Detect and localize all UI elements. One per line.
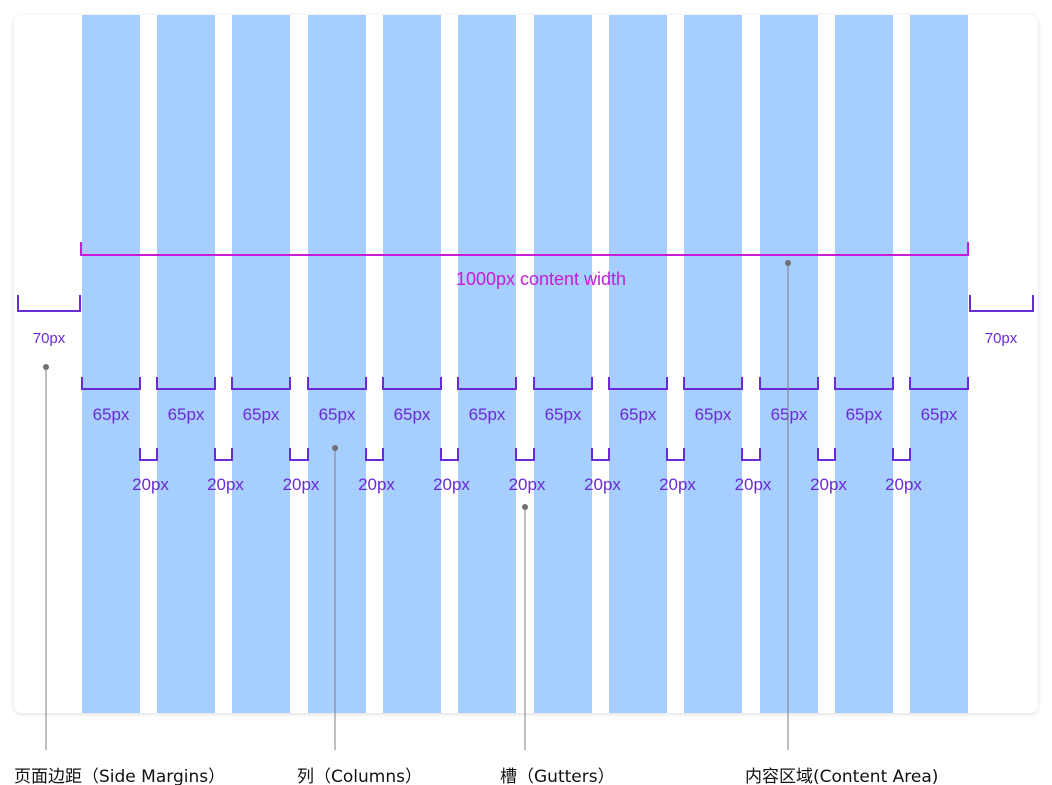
grid-column-12	[910, 15, 968, 713]
column-bracket-7	[533, 377, 593, 390]
gutter-bracket-3	[289, 448, 309, 461]
gutter-bracket-8	[666, 448, 685, 461]
column-width-label-6: 65px	[469, 405, 506, 424]
grid-column-3	[232, 15, 290, 713]
right-margin-bracket	[969, 295, 1034, 312]
column-width-label-11: 65px	[846, 405, 883, 424]
column-width-label-5: 65px	[394, 405, 431, 424]
column-bracket-9	[683, 377, 743, 390]
gutters-leader-dot	[522, 504, 528, 510]
grid-column-4	[308, 15, 366, 713]
column-bracket-8	[608, 377, 668, 390]
gutter-width-label-8: 20px	[659, 475, 696, 494]
gutter-bracket-10	[817, 448, 836, 461]
columns-leader-dot	[332, 445, 338, 451]
content-width-label: 1000px content width	[456, 269, 626, 289]
column-bracket-1	[81, 377, 141, 390]
gutter-bracket-2	[214, 448, 233, 461]
gutter-width-label-7: 20px	[584, 475, 621, 494]
side-margins-leader-dot	[43, 364, 49, 370]
grid-column-6	[458, 15, 516, 713]
column-width-label-9: 65px	[695, 405, 732, 424]
grid-column-2	[157, 15, 215, 713]
gutter-width-label-2: 20px	[207, 475, 244, 494]
caption-columns: 列（Columns）	[297, 767, 422, 785]
grid-column-11	[835, 15, 893, 713]
gutter-bracket-6	[515, 448, 535, 461]
right-margin-label: 70px	[985, 330, 1018, 347]
gutter-bracket-11	[892, 448, 911, 461]
column-width-label-12: 65px	[921, 405, 958, 424]
caption-content-area: 内容区域(Content Area)	[745, 767, 939, 785]
left-margin-bracket	[17, 295, 81, 312]
column-width-label-10: 65px	[771, 405, 808, 424]
grid-column-10	[760, 15, 818, 713]
column-bracket-4	[307, 377, 367, 390]
gutter-bracket-1	[139, 448, 158, 461]
gutter-width-label-3: 20px	[283, 475, 320, 494]
gutter-width-label-9: 20px	[735, 475, 772, 494]
column-bracket-10	[759, 377, 819, 390]
column-measures: 65px 65px 65px 65px 65px 65px 65px 65px 65px 65px…	[81, 377, 969, 424]
caption-side-margins: 页面边距（Side Margins）	[14, 767, 226, 785]
content-width-bracket	[80, 242, 969, 256]
left-margin-label: 70px	[33, 330, 66, 347]
gutter-width-label-1: 20px	[132, 475, 169, 494]
column-bracket-2	[156, 377, 216, 390]
column-width-label-1: 65px	[93, 405, 130, 424]
content-area-leader-dot	[785, 260, 791, 266]
column-bracket-3	[231, 377, 291, 390]
gutter-bracket-9	[741, 448, 761, 461]
caption-gutters: 槽（Gutters）	[500, 767, 615, 785]
column-width-label-7: 65px	[545, 405, 582, 424]
gutter-width-label-4: 20px	[358, 475, 395, 494]
grid-column-5	[383, 15, 441, 713]
column-width-label-8: 65px	[620, 405, 657, 424]
grid-column-8	[609, 15, 667, 713]
column-bracket-11	[834, 377, 894, 390]
gutter-width-label-10: 20px	[810, 475, 847, 494]
gutter-bracket-4	[365, 448, 384, 461]
gutter-measures: 20px 20px 20px 20px 20px 20px 20px 20px 20px 20px…	[132, 448, 922, 494]
column-width-label-2: 65px	[168, 405, 205, 424]
column-bracket-5	[382, 377, 442, 390]
column-bracket-12	[909, 377, 969, 390]
gutter-width-label-5: 20px	[433, 475, 470, 494]
column-width-label-4: 65px	[319, 405, 356, 424]
gutter-width-label-6: 20px	[509, 475, 546, 494]
column-width-label-3: 65px	[243, 405, 280, 424]
grid-column-1	[82, 15, 140, 713]
gutter-bracket-5	[440, 448, 459, 461]
gutter-bracket-7	[591, 448, 610, 461]
column-bracket-6	[457, 377, 517, 390]
grid-column-7	[534, 15, 592, 713]
grid-column-9	[684, 15, 742, 713]
gutter-width-label-11: 20px	[885, 475, 922, 494]
